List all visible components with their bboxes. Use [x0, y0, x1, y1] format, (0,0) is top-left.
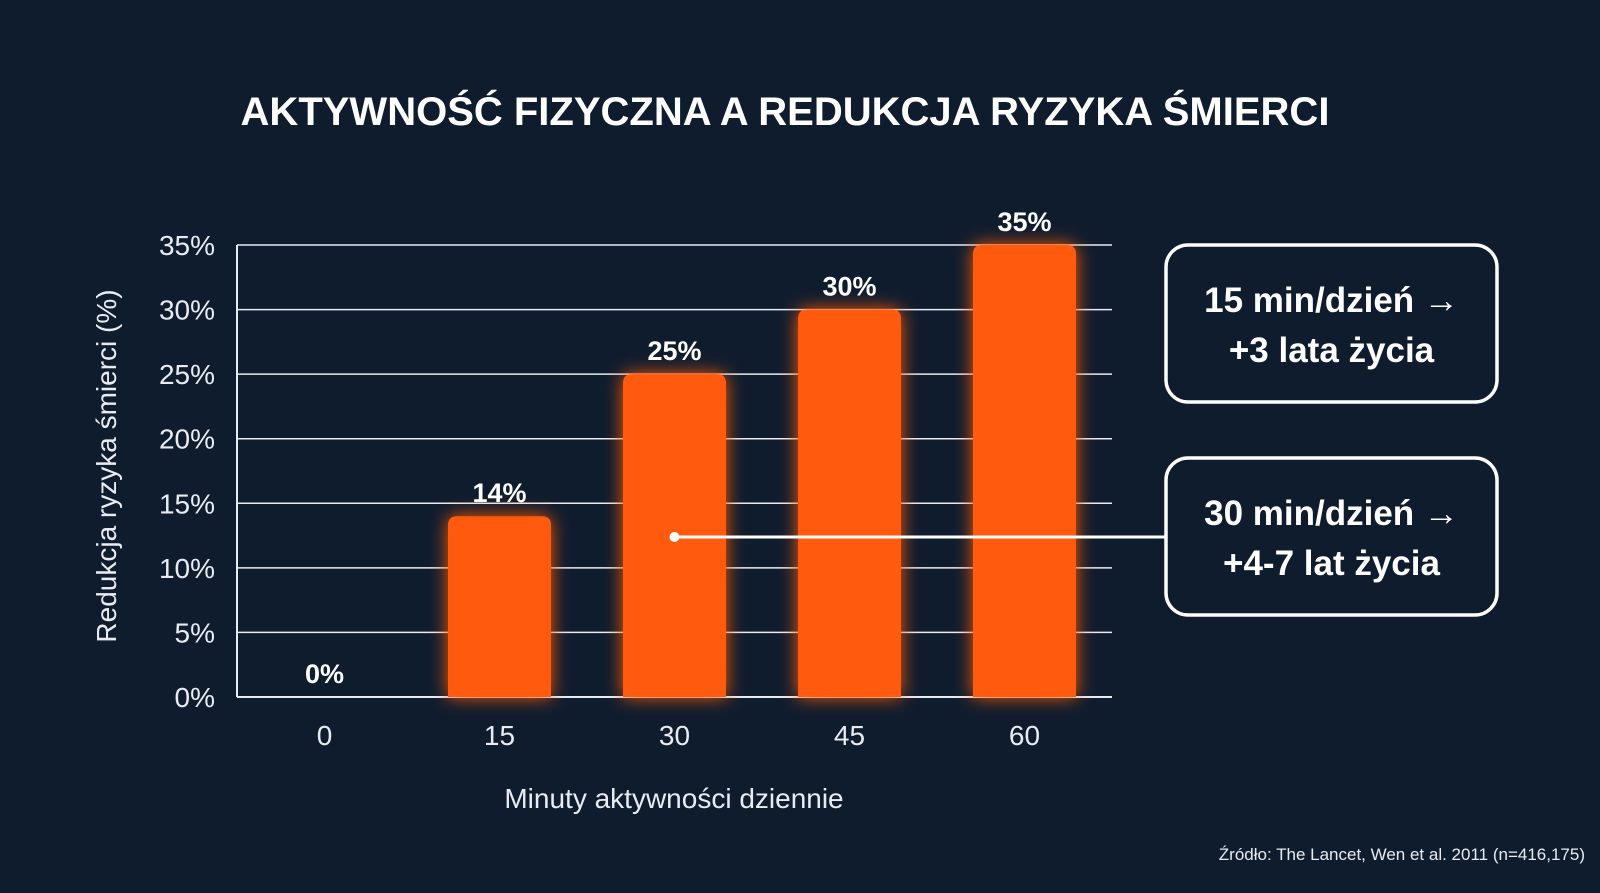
x-tick-label: 30: [659, 720, 690, 751]
chart-title: AKTYWNOŚĆ FIZYCZNA A REDUKCJA RYZYKA ŚMI…: [241, 88, 1330, 134]
y-tick-label: 5%: [175, 617, 215, 648]
y-tick-label: 30%: [159, 295, 215, 326]
source-note: Źródło: The Lancet, Wen et al. 2011 (n=4…: [1219, 845, 1585, 864]
bar-15: [448, 516, 551, 697]
x-tick-label: 60: [1009, 720, 1040, 751]
y-tick-label: 20%: [159, 424, 215, 455]
y-axis-label: Redukcja ryzyka śmierci (%): [91, 289, 122, 642]
data-label: 35%: [997, 207, 1051, 237]
x-axis-label: Minuty aktywności dziennie: [504, 783, 843, 814]
annotation-text: +4-7 lat życia: [1223, 544, 1440, 583]
x-tick-label: 0: [317, 720, 333, 751]
x-tick-label: 45: [834, 720, 865, 751]
x-tick-label: 15: [484, 720, 515, 751]
y-tick-label: 35%: [159, 230, 215, 261]
data-label: 0%: [305, 659, 344, 689]
annotation-text: 15 min/dzień →: [1204, 281, 1459, 320]
annotation-box: [1164, 456, 1499, 617]
bar-45: [798, 309, 901, 697]
y-tick-label: 15%: [159, 488, 215, 519]
annotation-box: [1164, 243, 1499, 404]
annotation-text: 30 min/dzień →: [1204, 494, 1459, 533]
data-label: 14%: [472, 478, 526, 508]
annotation-text: +3 lata życia: [1229, 331, 1435, 370]
y-tick-label: 10%: [159, 553, 215, 584]
y-tick-label: 0%: [175, 682, 215, 713]
data-label: 30%: [822, 272, 876, 302]
bar-60: [973, 245, 1076, 697]
annotation-dot: [669, 532, 680, 542]
y-tick-label: 25%: [159, 359, 215, 390]
data-label: 25%: [647, 336, 701, 366]
